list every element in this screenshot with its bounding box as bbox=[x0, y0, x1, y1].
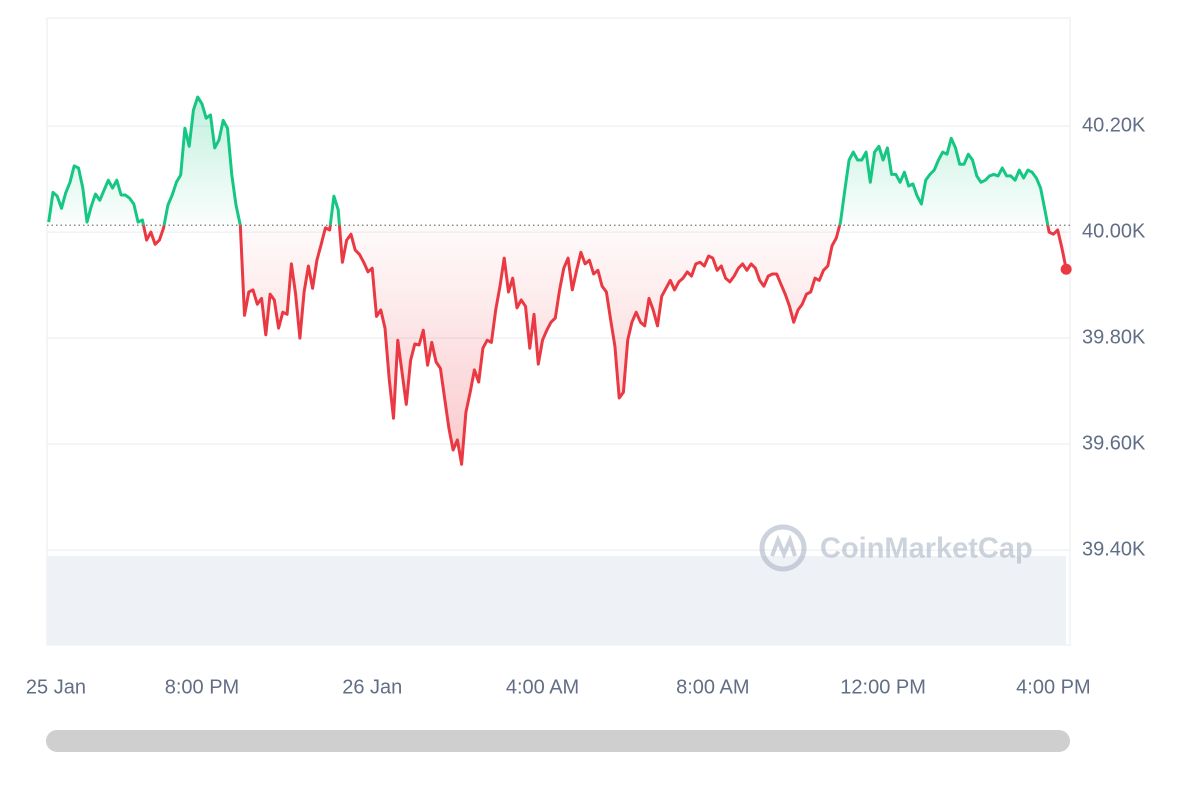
watermark-text: CoinMarketCap bbox=[820, 533, 1033, 565]
x-tick-label: 12:00 PM bbox=[840, 676, 926, 698]
y-tick-label: 40.00K bbox=[1082, 220, 1146, 242]
x-tick-label: 26 Jan bbox=[342, 676, 402, 698]
price-line-up bbox=[47, 95, 1050, 226]
watermark-logo-mark bbox=[770, 534, 797, 560]
y-tick-label: 39.40K bbox=[1082, 538, 1146, 560]
x-tick-label: 4:00 PM bbox=[1016, 676, 1090, 698]
y-tick-label: 39.80K bbox=[1082, 326, 1146, 348]
watermark-logo bbox=[759, 524, 807, 572]
grid bbox=[47, 125, 1070, 551]
x-tick-label: 4:00 AM bbox=[506, 676, 579, 698]
x-tick-label: 8:00 PM bbox=[165, 676, 239, 698]
x-tick-label: 25 Jan bbox=[26, 676, 86, 698]
x-tick-label: 8:00 AM bbox=[676, 676, 749, 698]
last-price-dot bbox=[1060, 263, 1072, 275]
price-line-down bbox=[141, 225, 1068, 466]
y-tick-label: 40.20K bbox=[1082, 114, 1146, 136]
volume-band bbox=[47, 556, 1066, 645]
scrollbar[interactable] bbox=[46, 730, 1070, 752]
y-tick-label: 39.60K bbox=[1082, 432, 1146, 454]
watermark: CoinMarketCap bbox=[759, 524, 1033, 572]
